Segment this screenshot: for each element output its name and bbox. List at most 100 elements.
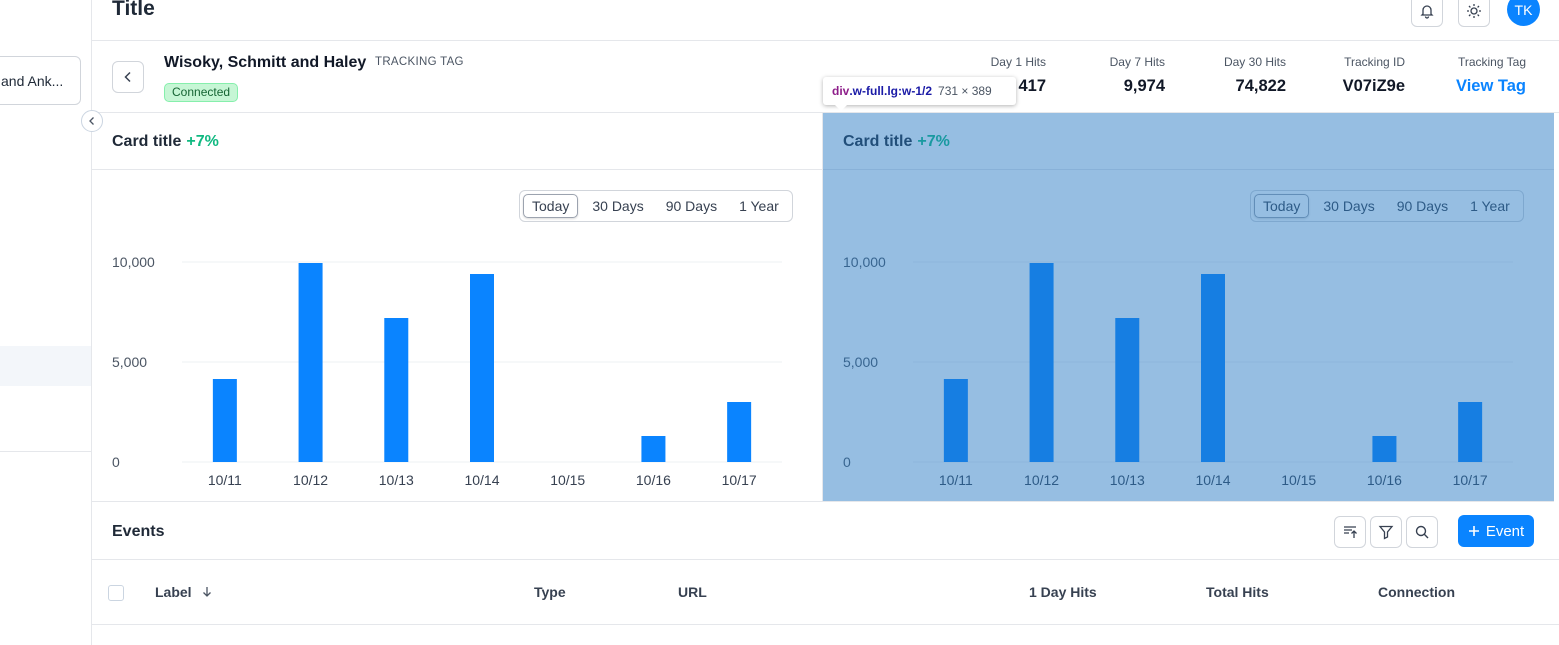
card-title: Card title +7% xyxy=(112,133,219,151)
y-tick-label: 5,000 xyxy=(112,354,147,370)
card-title-text: Card title xyxy=(112,133,182,150)
add-event-label: Event xyxy=(1485,522,1525,540)
range-1-year[interactable]: 1 Year xyxy=(1470,198,1510,214)
bar xyxy=(212,379,237,462)
back-button[interactable] xyxy=(112,61,144,93)
x-tick-label: 10/15 xyxy=(550,472,585,488)
y-tick-label: 0 xyxy=(843,454,851,470)
sort-icon xyxy=(1344,526,1357,538)
range-selector: Today 30 Days 90 Days 1 Year xyxy=(1250,190,1524,222)
stat-tracking-tag: Tracking Tag View Tag xyxy=(1456,55,1526,96)
view-tag-link[interactable]: View Tag xyxy=(1456,77,1526,95)
tooltip-class: .w-full.lg:w-1/2 xyxy=(849,84,933,98)
column-url[interactable]: URL xyxy=(678,584,707,600)
add-event-button[interactable]: Event xyxy=(1458,515,1534,547)
column-type[interactable]: Type xyxy=(534,584,566,600)
bar xyxy=(641,436,666,462)
column-label[interactable]: Label xyxy=(155,584,213,600)
range-today[interactable]: Today xyxy=(1254,194,1310,218)
x-tick-label: 10/13 xyxy=(379,472,414,488)
x-tick-label: 10/17 xyxy=(1453,472,1488,488)
x-tick-label: 10/17 xyxy=(722,472,757,488)
range-selector: Today 30 Days 90 Days 1 Year xyxy=(519,190,793,222)
x-tick-label: 10/16 xyxy=(1367,472,1402,488)
x-tick-label: 10/11 xyxy=(939,472,973,488)
column-label-text: Label xyxy=(155,584,192,600)
tag-header: Wisoky, Schmitt and Haley TRACKING TAG C… xyxy=(92,41,1559,113)
card-title: Card title +7% xyxy=(843,133,950,151)
bar xyxy=(384,318,409,462)
stat-label: Day 1 Hits xyxy=(990,55,1046,69)
x-tick-label: 10/16 xyxy=(636,472,671,488)
tracking-tag-label: TRACKING TAG xyxy=(375,56,464,68)
filter-button[interactable] xyxy=(1370,516,1402,548)
column-1-day-hits[interactable]: 1 Day Hits xyxy=(1029,584,1097,600)
chevron-left-icon xyxy=(124,71,131,83)
top-bar: Title TK xyxy=(92,0,1559,41)
stat-value: 74,822 xyxy=(1235,77,1286,95)
devtools-tooltip: div.w-full.lg:w-1/2 731 × 389 xyxy=(823,77,1016,111)
stat-value: 417 xyxy=(1018,77,1046,95)
x-tick-label: 10/15 xyxy=(1281,472,1316,488)
stat-label: Tracking ID xyxy=(1344,55,1405,69)
sidebar: and Ank... xyxy=(0,0,92,645)
status-badge: Connected xyxy=(164,83,239,102)
bar-chart: 0 5,000 10,000 10/11 10/12 10/13 10/14 10/15 10/… xyxy=(112,254,782,488)
range-30-days[interactable]: 30 Days xyxy=(592,198,644,214)
column-total-hits[interactable]: Total Hits xyxy=(1206,584,1269,600)
arrow-down-icon xyxy=(203,587,212,597)
x-tick-label: 10/12 xyxy=(1024,472,1059,488)
tooltip-size: 731 × 389 xyxy=(938,84,992,98)
sidebar-org-selector[interactable]: and Ank... xyxy=(0,56,81,105)
y-tick-label: 5,000 xyxy=(843,354,878,370)
search-button[interactable] xyxy=(1406,516,1438,548)
filter-icon xyxy=(1378,525,1394,540)
x-tick-label: 10/12 xyxy=(293,472,328,488)
stat-value: V07iZ9e xyxy=(1342,77,1405,95)
sidebar-collapse-button[interactable] xyxy=(81,110,103,132)
range-90-days[interactable]: 90 Days xyxy=(1396,198,1449,214)
bar xyxy=(1458,402,1483,462)
range-1-year[interactable]: 1 Year xyxy=(739,198,779,214)
tooltip-tag: div xyxy=(832,84,850,98)
bar xyxy=(470,274,494,462)
stat-day7-hits: Day 7 Hits 9,974 xyxy=(1110,55,1165,96)
chevron-left-icon xyxy=(89,117,94,125)
chart-card: Card title +7% Today 30 Days 90 Days 1 Ye… xyxy=(92,113,823,502)
x-tick-label: 10/14 xyxy=(1195,472,1230,488)
column-connection[interactable]: Connection xyxy=(1378,584,1455,600)
divider xyxy=(92,559,1559,560)
card-title-text: Card title xyxy=(843,133,913,150)
events-table-header: Label Type URL 1 Day Hits Total Hits Con… xyxy=(92,560,1559,625)
search-icon xyxy=(1415,525,1429,539)
sun-icon xyxy=(1467,4,1481,18)
user-avatar[interactable]: TK xyxy=(1507,0,1540,26)
y-tick-label: 0 xyxy=(112,454,120,470)
stat-day30-hits: Day 30 Hits 74,822 xyxy=(1224,55,1286,96)
events-title: Events xyxy=(112,523,165,540)
page-title: Title xyxy=(112,0,155,20)
company-name: Wisoky, Schmitt and Haley xyxy=(164,54,367,71)
bar-chart: 0 5,000 10,000 10/11 10/12 10/13 10/14 10/15 10/… xyxy=(843,254,1513,488)
bar xyxy=(1029,263,1054,462)
bar xyxy=(1372,436,1397,462)
notifications-button[interactable] xyxy=(1411,0,1443,27)
range-90-days[interactable]: 90 Days xyxy=(665,198,718,214)
sort-button[interactable] xyxy=(1334,516,1366,548)
stat-label: Day 30 Hits xyxy=(1223,55,1286,69)
bar xyxy=(1201,274,1225,462)
card-header: Card title +7% xyxy=(823,113,1554,170)
bar xyxy=(298,263,323,462)
range-30-days[interactable]: 30 Days xyxy=(1323,198,1375,214)
x-tick-label: 10/11 xyxy=(208,472,242,488)
sidebar-divider xyxy=(0,451,91,452)
stat-value: 9,974 xyxy=(1123,77,1165,95)
select-all-checkbox[interactable] xyxy=(108,585,124,601)
sidebar-item-active[interactable] xyxy=(0,346,91,386)
y-tick-label: 10,000 xyxy=(843,254,886,270)
chart-card: Card title +7% Today 30 Days 90 Days 1 Ye… xyxy=(823,113,1554,502)
range-today[interactable]: Today xyxy=(523,194,579,218)
theme-toggle-button[interactable] xyxy=(1458,0,1490,27)
stat-tracking-id: Tracking ID V07iZ9e xyxy=(1343,55,1405,96)
card-delta: +7% xyxy=(186,133,219,150)
